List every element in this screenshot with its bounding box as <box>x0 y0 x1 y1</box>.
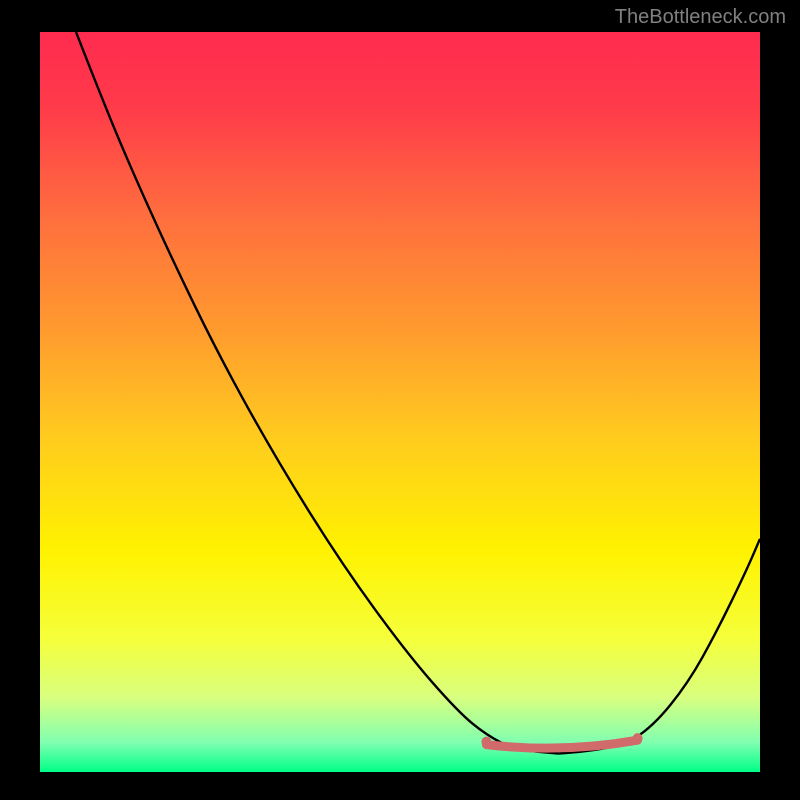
attribution-text: TheBottleneck.com <box>615 6 786 29</box>
bottleneck-chart <box>40 32 760 772</box>
curve-overlay <box>40 32 760 772</box>
optimal-range-marker <box>481 733 642 748</box>
bottleneck-curve-left <box>76 32 558 754</box>
bottleneck-curve-right <box>558 539 760 754</box>
